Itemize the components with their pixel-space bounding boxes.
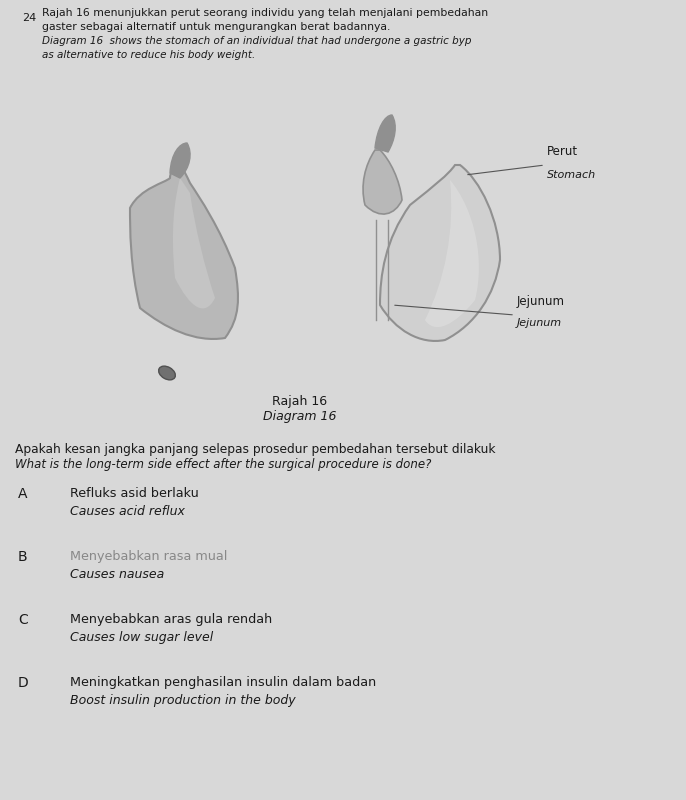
Text: Stomach: Stomach (547, 170, 596, 180)
PathPatch shape (130, 163, 238, 339)
Text: gaster sebagai alternatif untuk mengurangkan berat badannya.: gaster sebagai alternatif untuk menguran… (42, 22, 390, 32)
Text: D: D (18, 676, 29, 690)
Text: Menyebabkan rasa mual: Menyebabkan rasa mual (70, 550, 227, 563)
PathPatch shape (380, 165, 500, 341)
Text: Causes acid reflux: Causes acid reflux (70, 505, 185, 518)
Text: Perut: Perut (547, 145, 578, 158)
Text: Apakah kesan jangka panjang selepas prosedur pembedahan tersebut dilakuk: Apakah kesan jangka panjang selepas pros… (15, 443, 495, 456)
PathPatch shape (170, 143, 190, 178)
Text: A: A (18, 487, 27, 501)
Text: as alternative to reduce his body weight.: as alternative to reduce his body weight… (42, 50, 255, 60)
Ellipse shape (158, 366, 176, 380)
Text: Diagram 16  shows the stomach of an individual that had undergone a gastric byp: Diagram 16 shows the stomach of an indiv… (42, 36, 471, 46)
Text: Diagram 16: Diagram 16 (263, 410, 337, 423)
Text: Meningkatkan penghasilan insulin dalam badan: Meningkatkan penghasilan insulin dalam b… (70, 676, 376, 689)
Text: B: B (18, 550, 27, 564)
Text: C: C (18, 613, 27, 627)
PathPatch shape (425, 180, 479, 327)
Text: Rajah 16: Rajah 16 (272, 395, 327, 408)
Text: Rajah 16 menunjukkan perut seorang individu yang telah menjalani pembedahan: Rajah 16 menunjukkan perut seorang indiv… (42, 8, 488, 18)
Text: Menyebabkan aras gula rendah: Menyebabkan aras gula rendah (70, 613, 272, 626)
Text: What is the long-term side effect after the surgical procedure is done?: What is the long-term side effect after … (15, 458, 431, 471)
PathPatch shape (173, 178, 215, 309)
PathPatch shape (363, 150, 402, 214)
PathPatch shape (375, 115, 395, 152)
Text: Refluks asid berlaku: Refluks asid berlaku (70, 487, 199, 500)
Text: Causes nausea: Causes nausea (70, 568, 164, 581)
Text: Causes low sugar level: Causes low sugar level (70, 631, 213, 644)
Text: Jejunum: Jejunum (517, 295, 565, 308)
Text: Boost insulin production in the body: Boost insulin production in the body (70, 694, 296, 707)
Text: 24: 24 (22, 13, 36, 23)
Text: Jejunum: Jejunum (517, 318, 562, 328)
